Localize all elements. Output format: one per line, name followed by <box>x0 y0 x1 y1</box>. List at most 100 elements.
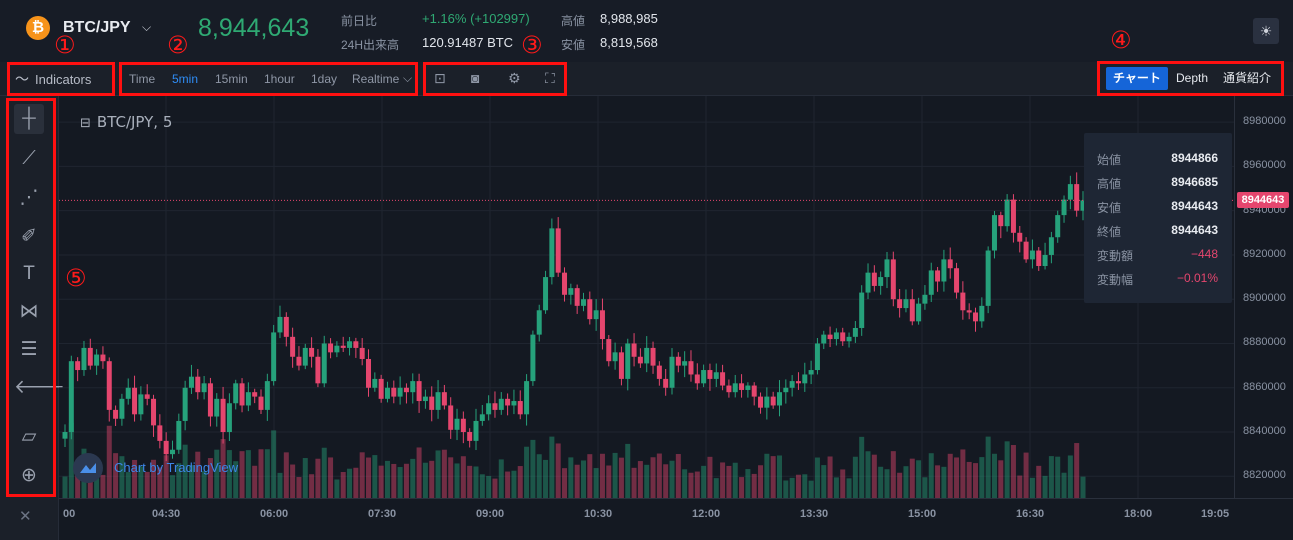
timeframe-5min[interactable]: 5min <box>172 72 199 86</box>
candle-body <box>802 374 808 384</box>
zoom-in-icon[interactable]: ⊕ <box>21 465 37 486</box>
candle-body <box>650 347 656 366</box>
volume-bar <box>113 453 119 498</box>
collapse-icon[interactable]: ✕ <box>19 508 32 525</box>
volume-bar <box>163 455 169 498</box>
candle-body <box>271 332 277 382</box>
collapse-legend-icon[interactable]: ⊟ <box>80 116 91 131</box>
candle-body <box>580 299 586 306</box>
annotation-box-view-tabs <box>1097 61 1284 96</box>
candle-body <box>422 396 428 402</box>
volume-bar <box>795 474 801 498</box>
candle-body <box>119 398 125 419</box>
volume-bar <box>840 469 846 498</box>
candle-body <box>726 385 732 393</box>
ruler-icon[interactable]: ▱ <box>21 426 37 447</box>
tab-depth[interactable]: Depth <box>1175 71 1209 85</box>
volume-bar <box>789 477 795 498</box>
pattern-icon[interactable]: ⋈ <box>19 301 39 322</box>
volume-bar <box>448 457 454 498</box>
high-value: 8946685 <box>1171 175 1218 189</box>
candle-body <box>372 378 378 388</box>
volume-bar <box>125 472 131 498</box>
time-axis[interactable] <box>59 498 1293 540</box>
candle-body <box>1055 215 1061 238</box>
compare-icon[interactable]: ⊡ <box>434 70 446 86</box>
crosshair-icon[interactable]: ┼ <box>14 104 44 134</box>
change-label: 前日比 <box>341 14 378 28</box>
trend-line-icon[interactable]: ⟋ <box>22 148 36 169</box>
volume-bar <box>606 465 612 498</box>
last-price: 8,944,643 <box>198 14 310 42</box>
candle-body <box>846 336 852 342</box>
volume-bar <box>663 464 669 498</box>
candle-body <box>928 270 934 295</box>
candle-body <box>814 343 820 371</box>
indicators-button[interactable]: 〜 Indicators <box>15 69 91 89</box>
brush-icon[interactable]: ✐ <box>21 226 37 247</box>
pitchfork-icon[interactable]: ⋰ <box>19 187 39 208</box>
fib-icon[interactable]: ☰ <box>20 339 38 360</box>
candle-body <box>492 403 498 410</box>
candle-body <box>865 272 871 293</box>
chevron-down-icon[interactable]: ⌵ <box>403 71 413 85</box>
text-tool-icon[interactable]: T <box>23 263 35 284</box>
candle-body <box>511 401 517 406</box>
annotation-box-timeframes <box>119 62 418 96</box>
candle-body <box>138 394 144 415</box>
volume-bar <box>119 456 125 498</box>
time-tick-label: 00 <box>63 508 76 520</box>
timeframe-1day[interactable]: 1day <box>311 72 338 86</box>
candle-body <box>144 394 150 399</box>
annotation-box-indicators <box>7 62 115 96</box>
volume-bar <box>701 465 707 498</box>
timeframe-15min[interactable]: 15min <box>215 72 248 86</box>
candle-body <box>562 272 568 295</box>
volume-bar <box>271 430 277 498</box>
gear-icon[interactable]: ⚙ <box>508 70 521 86</box>
candle-body <box>789 381 795 388</box>
annotation-number-2: ② <box>167 31 189 59</box>
camera-icon[interactable]: ◙ <box>471 70 480 86</box>
volume-bar <box>928 453 934 498</box>
candle-body <box>163 440 169 455</box>
tab-currency-info[interactable]: 通貨紹介 <box>1222 71 1271 85</box>
volume-bar <box>144 471 150 498</box>
time-tick-label: 16:30 <box>1016 508 1045 520</box>
tradingview-credit[interactable]: Chart by TradingView <box>114 460 239 475</box>
volume-bar <box>372 455 378 498</box>
timeframe-realtime[interactable]: Realtime <box>352 72 400 86</box>
volume-bar <box>486 475 492 498</box>
time-tick-label: 07:30 <box>368 508 397 520</box>
volume-bar <box>277 472 283 498</box>
candle-body <box>612 352 618 362</box>
candle-body <box>991 215 997 251</box>
volume-bar <box>726 465 732 498</box>
chevron-down-icon[interactable]: ⌵ <box>142 20 152 34</box>
volume-bar <box>264 449 270 498</box>
candle-body <box>625 343 631 379</box>
candle-body <box>113 409 119 419</box>
candle-body <box>366 358 372 388</box>
fullscreen-icon[interactable]: ⛶ <box>545 70 555 86</box>
low-label: 安値 <box>1097 201 1122 215</box>
tradingview-logo-icon[interactable] <box>73 453 103 483</box>
timeframe-time[interactable]: Time <box>129 72 156 86</box>
volume-bar <box>859 436 865 498</box>
candle-body <box>410 381 416 393</box>
volume-bar <box>1061 472 1067 498</box>
candle-body <box>973 312 979 322</box>
volume-bar <box>865 451 871 498</box>
volume-bar <box>1017 475 1023 498</box>
timeframe-1hour[interactable]: 1hour <box>264 72 295 86</box>
candle-body <box>966 310 972 313</box>
volume-bar <box>644 464 650 498</box>
tab-chart[interactable]: チャート <box>1106 67 1168 90</box>
price-chart[interactable] <box>59 96 1234 498</box>
candle-body <box>701 370 707 384</box>
pair-selector-label[interactable]: BTC/JPY <box>63 19 131 36</box>
sun-icon[interactable]: ☀ <box>1253 18 1279 44</box>
price-axis[interactable] <box>1234 96 1293 498</box>
volume-bar <box>675 454 681 498</box>
volume-bar <box>290 464 296 498</box>
